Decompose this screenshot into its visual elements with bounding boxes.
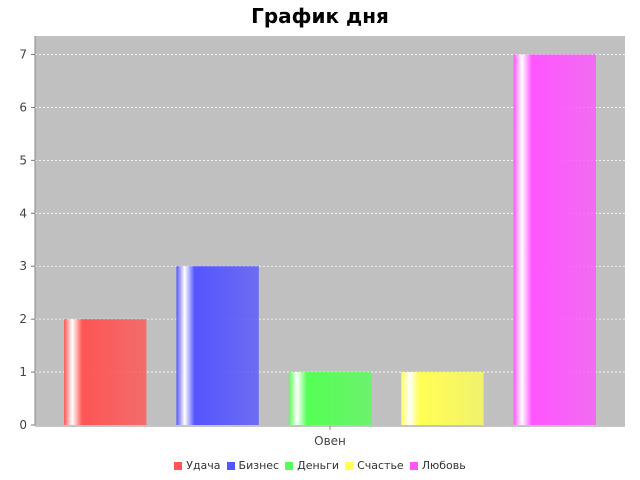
legend-swatch bbox=[174, 461, 183, 470]
y-tick-label: 1 bbox=[19, 365, 27, 379]
y-tick-label: 2 bbox=[19, 312, 27, 326]
legend-item: Удача bbox=[174, 459, 221, 472]
legend-item: Любовь bbox=[409, 459, 466, 472]
legend-label: Счастье bbox=[357, 459, 404, 472]
y-tick-label: 4 bbox=[19, 206, 27, 220]
y-tick-label: 0 bbox=[19, 418, 27, 432]
bar-3 bbox=[288, 372, 372, 425]
legend-item: Бизнес bbox=[226, 459, 280, 472]
x-tick-label: Овен bbox=[314, 434, 346, 448]
y-tick-label: 6 bbox=[19, 100, 27, 114]
legend-swatch bbox=[226, 461, 235, 470]
chart-title: График дня bbox=[251, 4, 389, 28]
y-tick-label: 3 bbox=[19, 259, 27, 273]
legend-label: Деньги bbox=[297, 459, 340, 472]
bar-1 bbox=[64, 319, 147, 425]
legend-label: Бизнес bbox=[238, 459, 280, 472]
bar-2 bbox=[176, 266, 259, 425]
bar-5 bbox=[513, 54, 596, 426]
legend-swatch bbox=[345, 461, 354, 470]
legend-swatch bbox=[409, 461, 418, 470]
y-tick-label: 7 bbox=[19, 48, 27, 62]
chart-legend: Удача Бизнес Деньги Счастье Любовь bbox=[0, 459, 640, 472]
legend-item: Счастье bbox=[345, 459, 404, 472]
legend-label: Любовь bbox=[421, 459, 466, 472]
legend-swatch bbox=[285, 461, 294, 470]
legend-label: Удача bbox=[186, 459, 221, 472]
bar-4 bbox=[401, 372, 484, 425]
y-tick-label: 5 bbox=[19, 153, 27, 167]
legend-item: Деньги bbox=[285, 459, 339, 472]
